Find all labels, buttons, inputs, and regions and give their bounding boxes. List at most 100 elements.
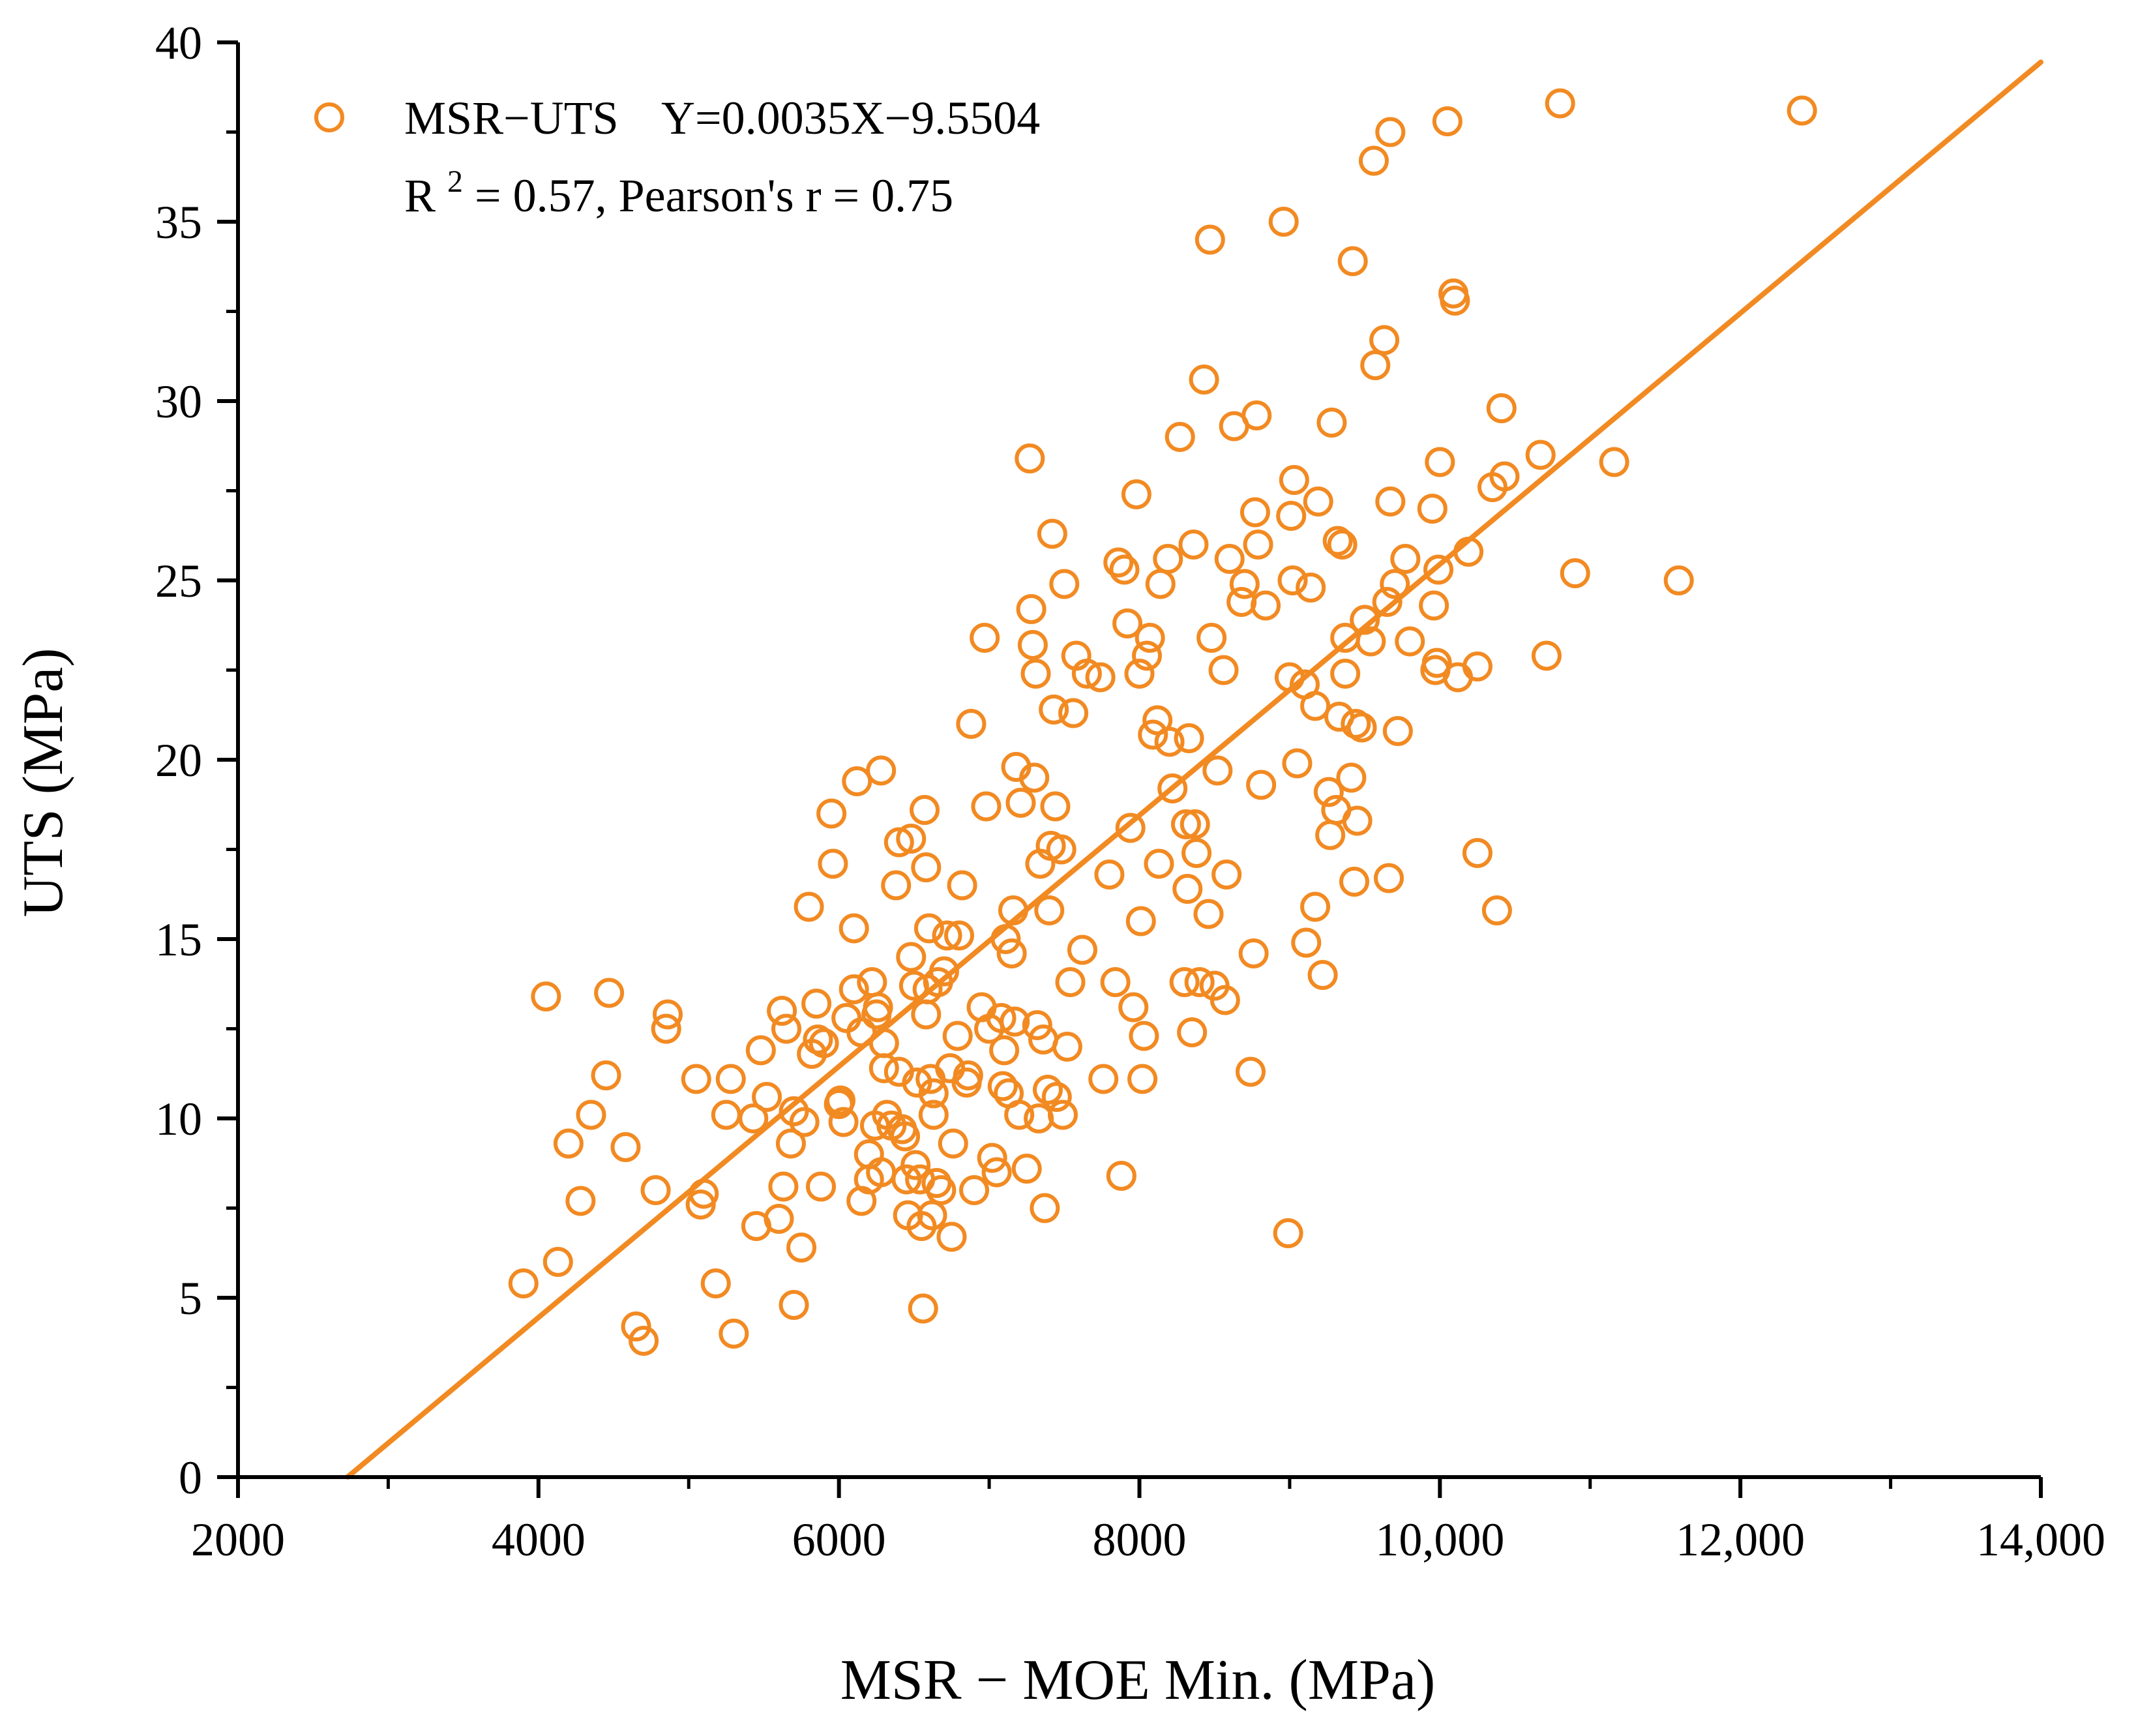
- data-point: [989, 1035, 1020, 1066]
- data-point: [768, 1171, 799, 1202]
- data-point: [711, 1100, 741, 1130]
- data-point: [1039, 695, 1069, 725]
- data-point: [1330, 659, 1361, 689]
- data-point: [938, 1128, 968, 1159]
- data-point: [1052, 1032, 1082, 1062]
- data-point: [681, 1064, 711, 1094]
- data-point: [1322, 526, 1353, 556]
- data-point: [1525, 440, 1556, 470]
- data-point: [1208, 655, 1239, 685]
- data-point: [1118, 992, 1149, 1023]
- y-tick-label: 0: [179, 1452, 202, 1504]
- x-tick-label: 10,000: [1375, 1514, 1504, 1566]
- data-point: [1327, 530, 1358, 560]
- data-point: [786, 1233, 817, 1263]
- data-point: [1560, 558, 1590, 588]
- data-point: [719, 1319, 749, 1349]
- data-point: [764, 1204, 794, 1234]
- data-point: [652, 999, 683, 1030]
- data-point: [1144, 848, 1174, 879]
- data-point: [911, 852, 942, 882]
- data-point: [1020, 659, 1051, 689]
- data-points: [508, 88, 1817, 1356]
- data-point: [1425, 447, 1455, 477]
- data-point: [640, 1175, 671, 1205]
- x-tick-label: 14,000: [1976, 1514, 2105, 1566]
- data-point: [828, 1107, 859, 1137]
- y-tick-label: 20: [155, 734, 202, 786]
- data-point: [1423, 554, 1454, 585]
- data-point: [1276, 501, 1307, 531]
- data-point: [1047, 1100, 1078, 1130]
- data-point: [917, 1200, 947, 1231]
- data-point: [911, 999, 942, 1030]
- data-point: [1350, 605, 1380, 635]
- data-point: [910, 795, 940, 825]
- data-point: [700, 1268, 731, 1298]
- data-point: [1358, 145, 1389, 176]
- data-point: [1106, 1161, 1136, 1191]
- data-point: [1241, 400, 1272, 430]
- data-point: [594, 978, 625, 1008]
- data-point: [896, 824, 927, 854]
- data-point: [1170, 809, 1201, 839]
- data-point: [1189, 365, 1219, 395]
- data-point: [629, 1326, 659, 1356]
- data-point: [1390, 544, 1421, 574]
- data-point: [1417, 494, 1448, 524]
- y-tick-label: 25: [155, 555, 202, 607]
- legend: MSR−UTS Y=0.0035X−9.5504 R 2 = 0.57, Pea…: [314, 92, 1040, 222]
- data-point: [1046, 834, 1076, 865]
- data-point: [1279, 465, 1309, 495]
- data-point: [1277, 565, 1308, 595]
- data-point: [1273, 1218, 1303, 1248]
- data-point: [1545, 88, 1575, 119]
- data-point: [1112, 608, 1143, 638]
- y-tick-label: 15: [155, 914, 202, 966]
- data-point: [591, 1060, 621, 1090]
- data-point: [1462, 651, 1492, 681]
- data-point: [1129, 1021, 1159, 1051]
- data-point: [1157, 773, 1188, 803]
- legend-series-label: MSR−UTS: [404, 92, 619, 144]
- data-point: [1211, 860, 1242, 890]
- data-point: [738, 1103, 769, 1133]
- x-tick-label: 12,000: [1676, 1514, 1805, 1566]
- data-point: [926, 1175, 957, 1205]
- data-point: [1145, 569, 1176, 599]
- data-point: [928, 956, 959, 987]
- data-point: [1421, 648, 1452, 678]
- data-point: [956, 709, 987, 739]
- data-point: [1300, 891, 1331, 922]
- data-point: [1085, 662, 1116, 693]
- data-point: [1034, 895, 1065, 925]
- data-point: [1251, 590, 1281, 621]
- x-tick-label: 2000: [191, 1514, 285, 1566]
- data-point: [1024, 1103, 1054, 1133]
- data-point: [1088, 1064, 1119, 1094]
- data-point: [1453, 537, 1484, 567]
- data-point: [1181, 838, 1212, 868]
- data-point: [801, 989, 832, 1019]
- legend-line-1: MSR−UTS Y=0.0035X−9.5504: [404, 92, 1040, 144]
- data-point: [971, 791, 1002, 822]
- data-point: [715, 1064, 746, 1094]
- data-point: [1094, 860, 1125, 890]
- data-point: [1011, 1154, 1042, 1184]
- data-point: [1121, 479, 1151, 509]
- data-point: [1109, 554, 1140, 585]
- data-point: [1103, 547, 1134, 578]
- data-point: [947, 870, 977, 901]
- data-point: [944, 920, 974, 951]
- data-point: [987, 1071, 1018, 1101]
- y-tick-label: 40: [155, 17, 202, 69]
- data-point: [896, 942, 927, 972]
- legend-r2-prefix: R: [404, 170, 436, 222]
- data-point: [900, 1150, 931, 1180]
- data-point: [869, 1053, 899, 1083]
- x-tick-label: 6000: [792, 1514, 886, 1566]
- data-point: [508, 1268, 539, 1298]
- data-point: [1127, 1064, 1158, 1094]
- data-point: [1486, 393, 1517, 423]
